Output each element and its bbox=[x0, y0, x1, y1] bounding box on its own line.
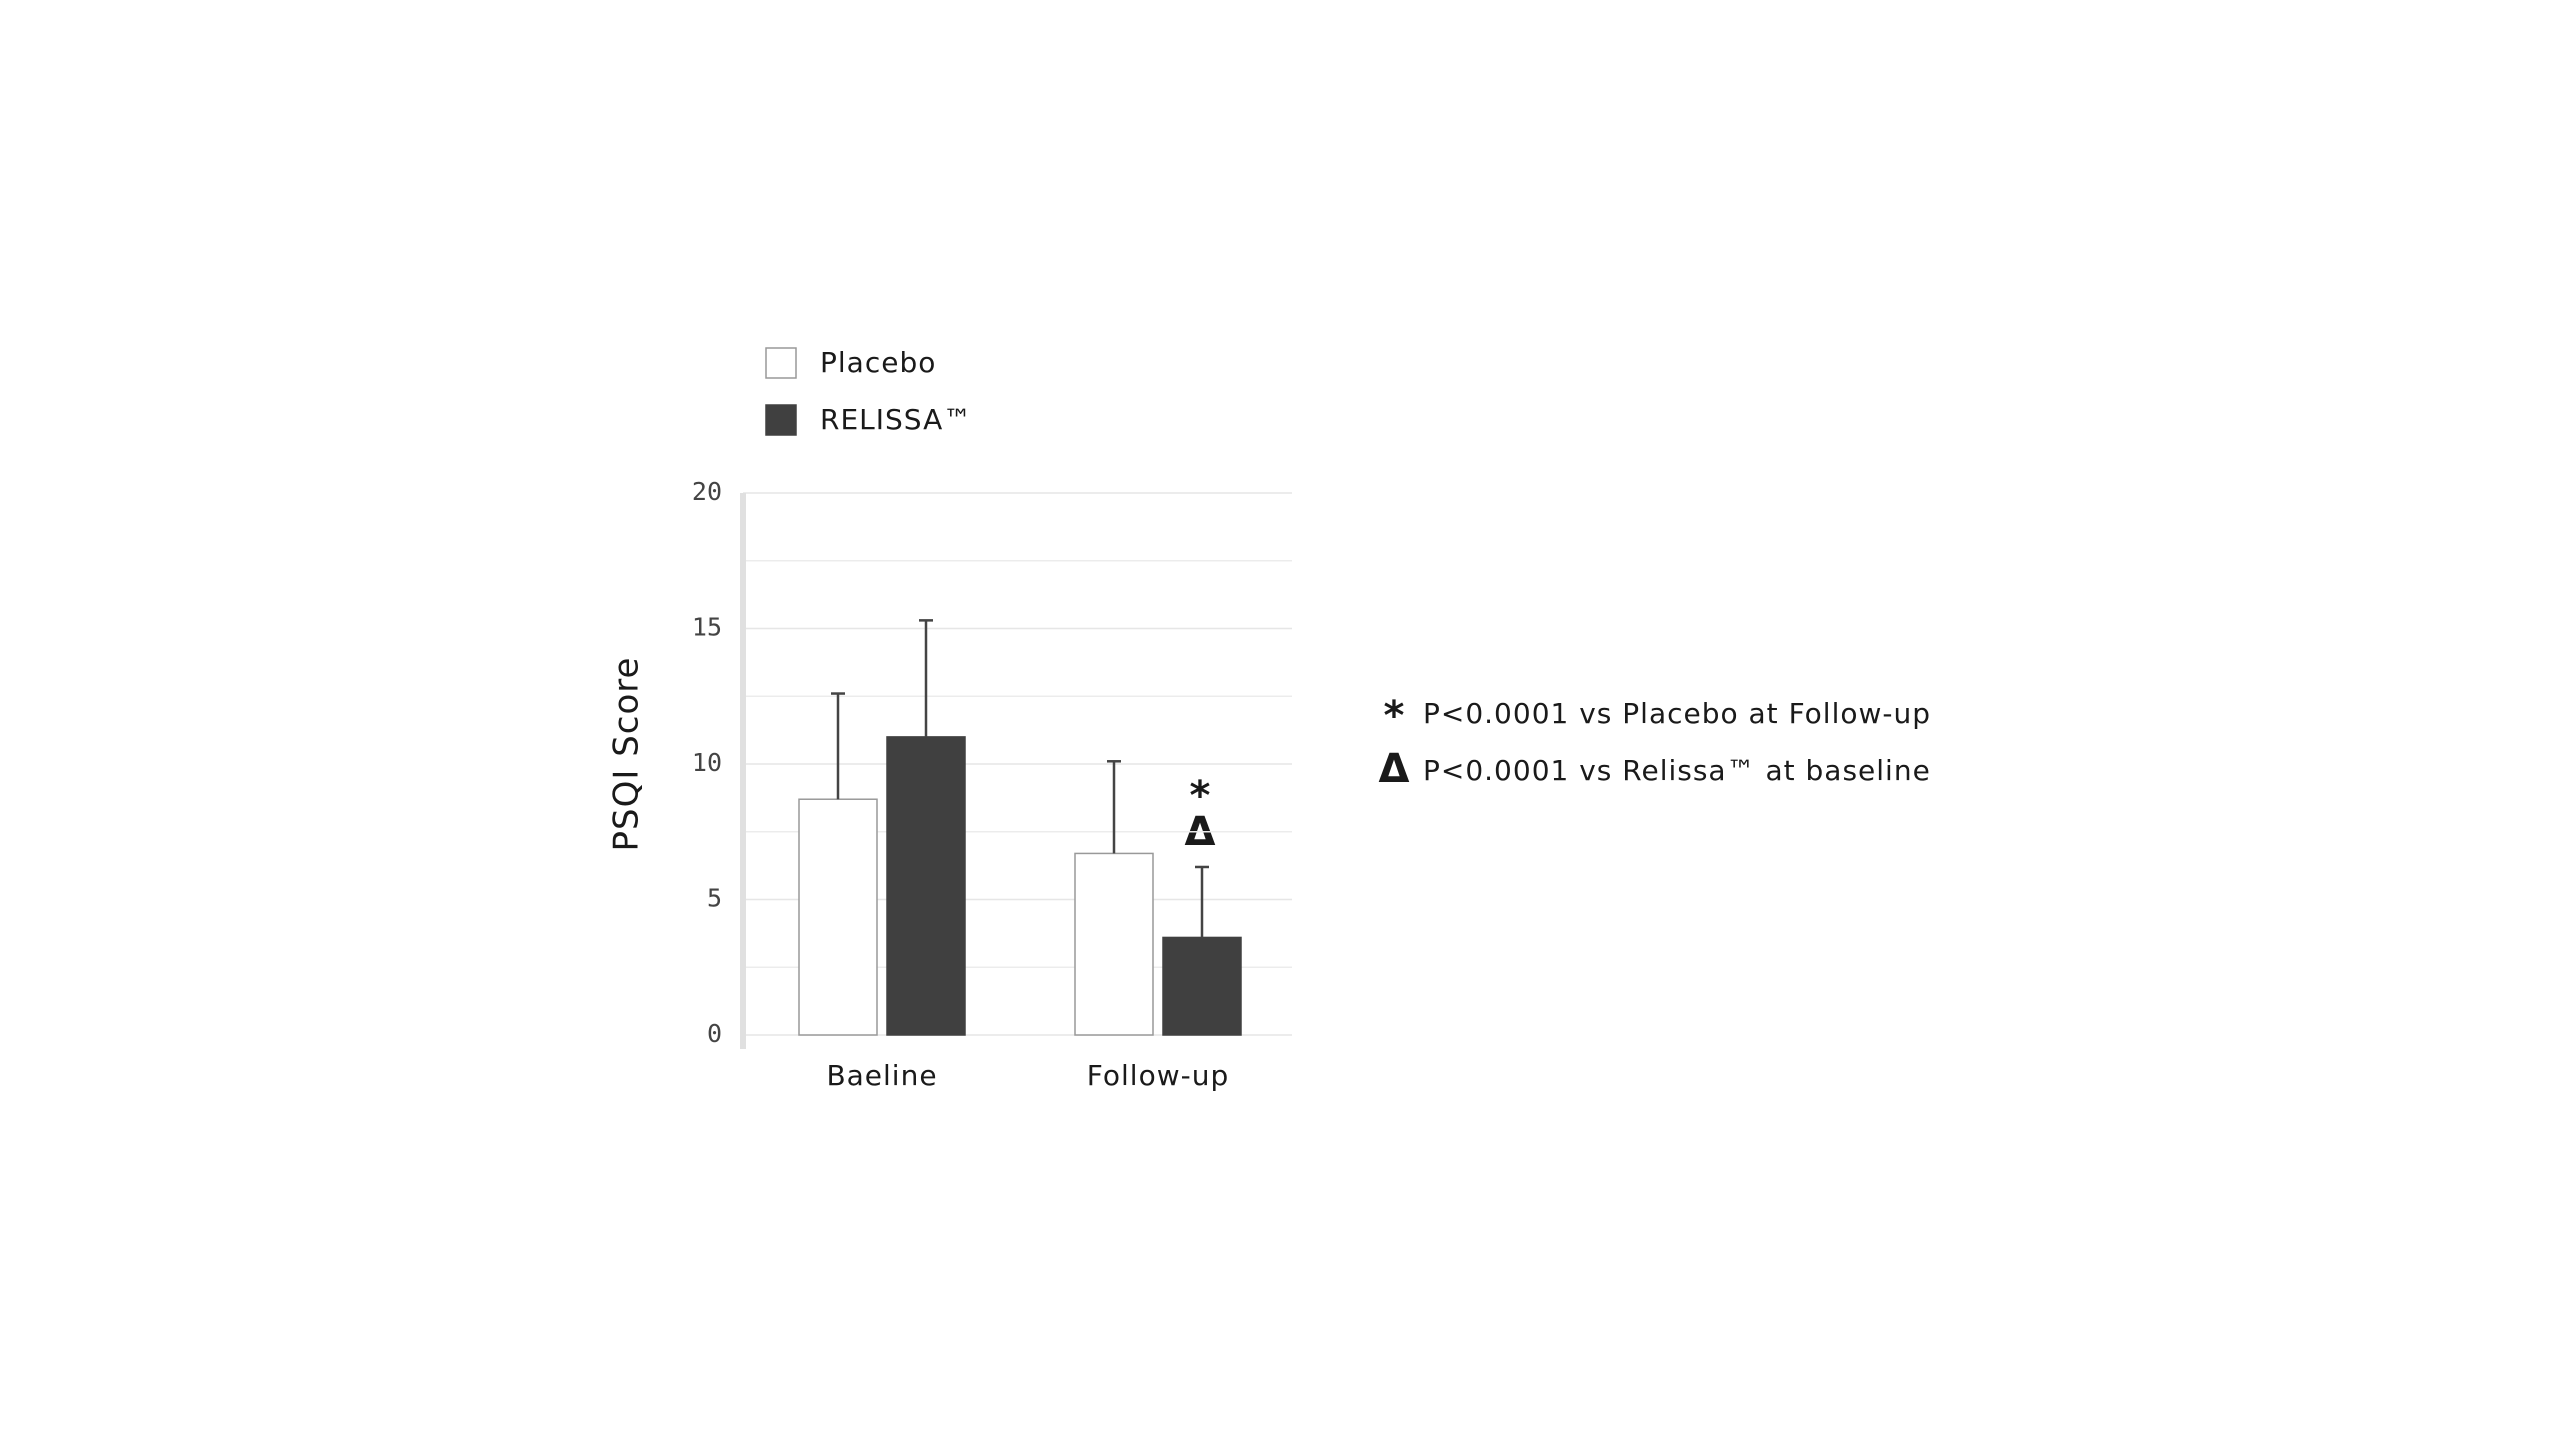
legend-label: Placebo bbox=[820, 346, 936, 379]
y-tick-label: 15 bbox=[692, 613, 722, 642]
bar-annotation: * bbox=[1190, 773, 1211, 819]
x-tick-label: Baeline bbox=[826, 1059, 937, 1092]
y-tick-label: 10 bbox=[692, 748, 722, 777]
x-tick-label: Follow-up bbox=[1087, 1059, 1229, 1092]
y-tick-label: 0 bbox=[707, 1019, 722, 1048]
footnote-text: P<0.0001 vs Relissa™ at baseline bbox=[1423, 754, 1931, 787]
y-tick-label: 20 bbox=[692, 477, 722, 506]
error-bar bbox=[1107, 760, 1121, 854]
footnote-symbol: * bbox=[1384, 693, 1405, 739]
bar bbox=[798, 798, 878, 1036]
bar bbox=[886, 736, 966, 1036]
legend-label: RELISSA™ bbox=[820, 403, 972, 436]
bar bbox=[1074, 852, 1154, 1036]
error-bar bbox=[1195, 865, 1209, 938]
error-bar bbox=[831, 692, 845, 800]
y-tick-label: 5 bbox=[707, 884, 722, 913]
error-bar bbox=[919, 619, 933, 737]
legend-swatch bbox=[765, 404, 797, 436]
footnote-symbol: Δ bbox=[1379, 746, 1410, 792]
bar bbox=[1162, 936, 1242, 1036]
footnote-text: P<0.0001 vs Placebo at Follow-up bbox=[1423, 697, 1931, 730]
legend-swatch bbox=[765, 347, 797, 379]
y-axis-label: PSQI Score bbox=[607, 657, 647, 852]
